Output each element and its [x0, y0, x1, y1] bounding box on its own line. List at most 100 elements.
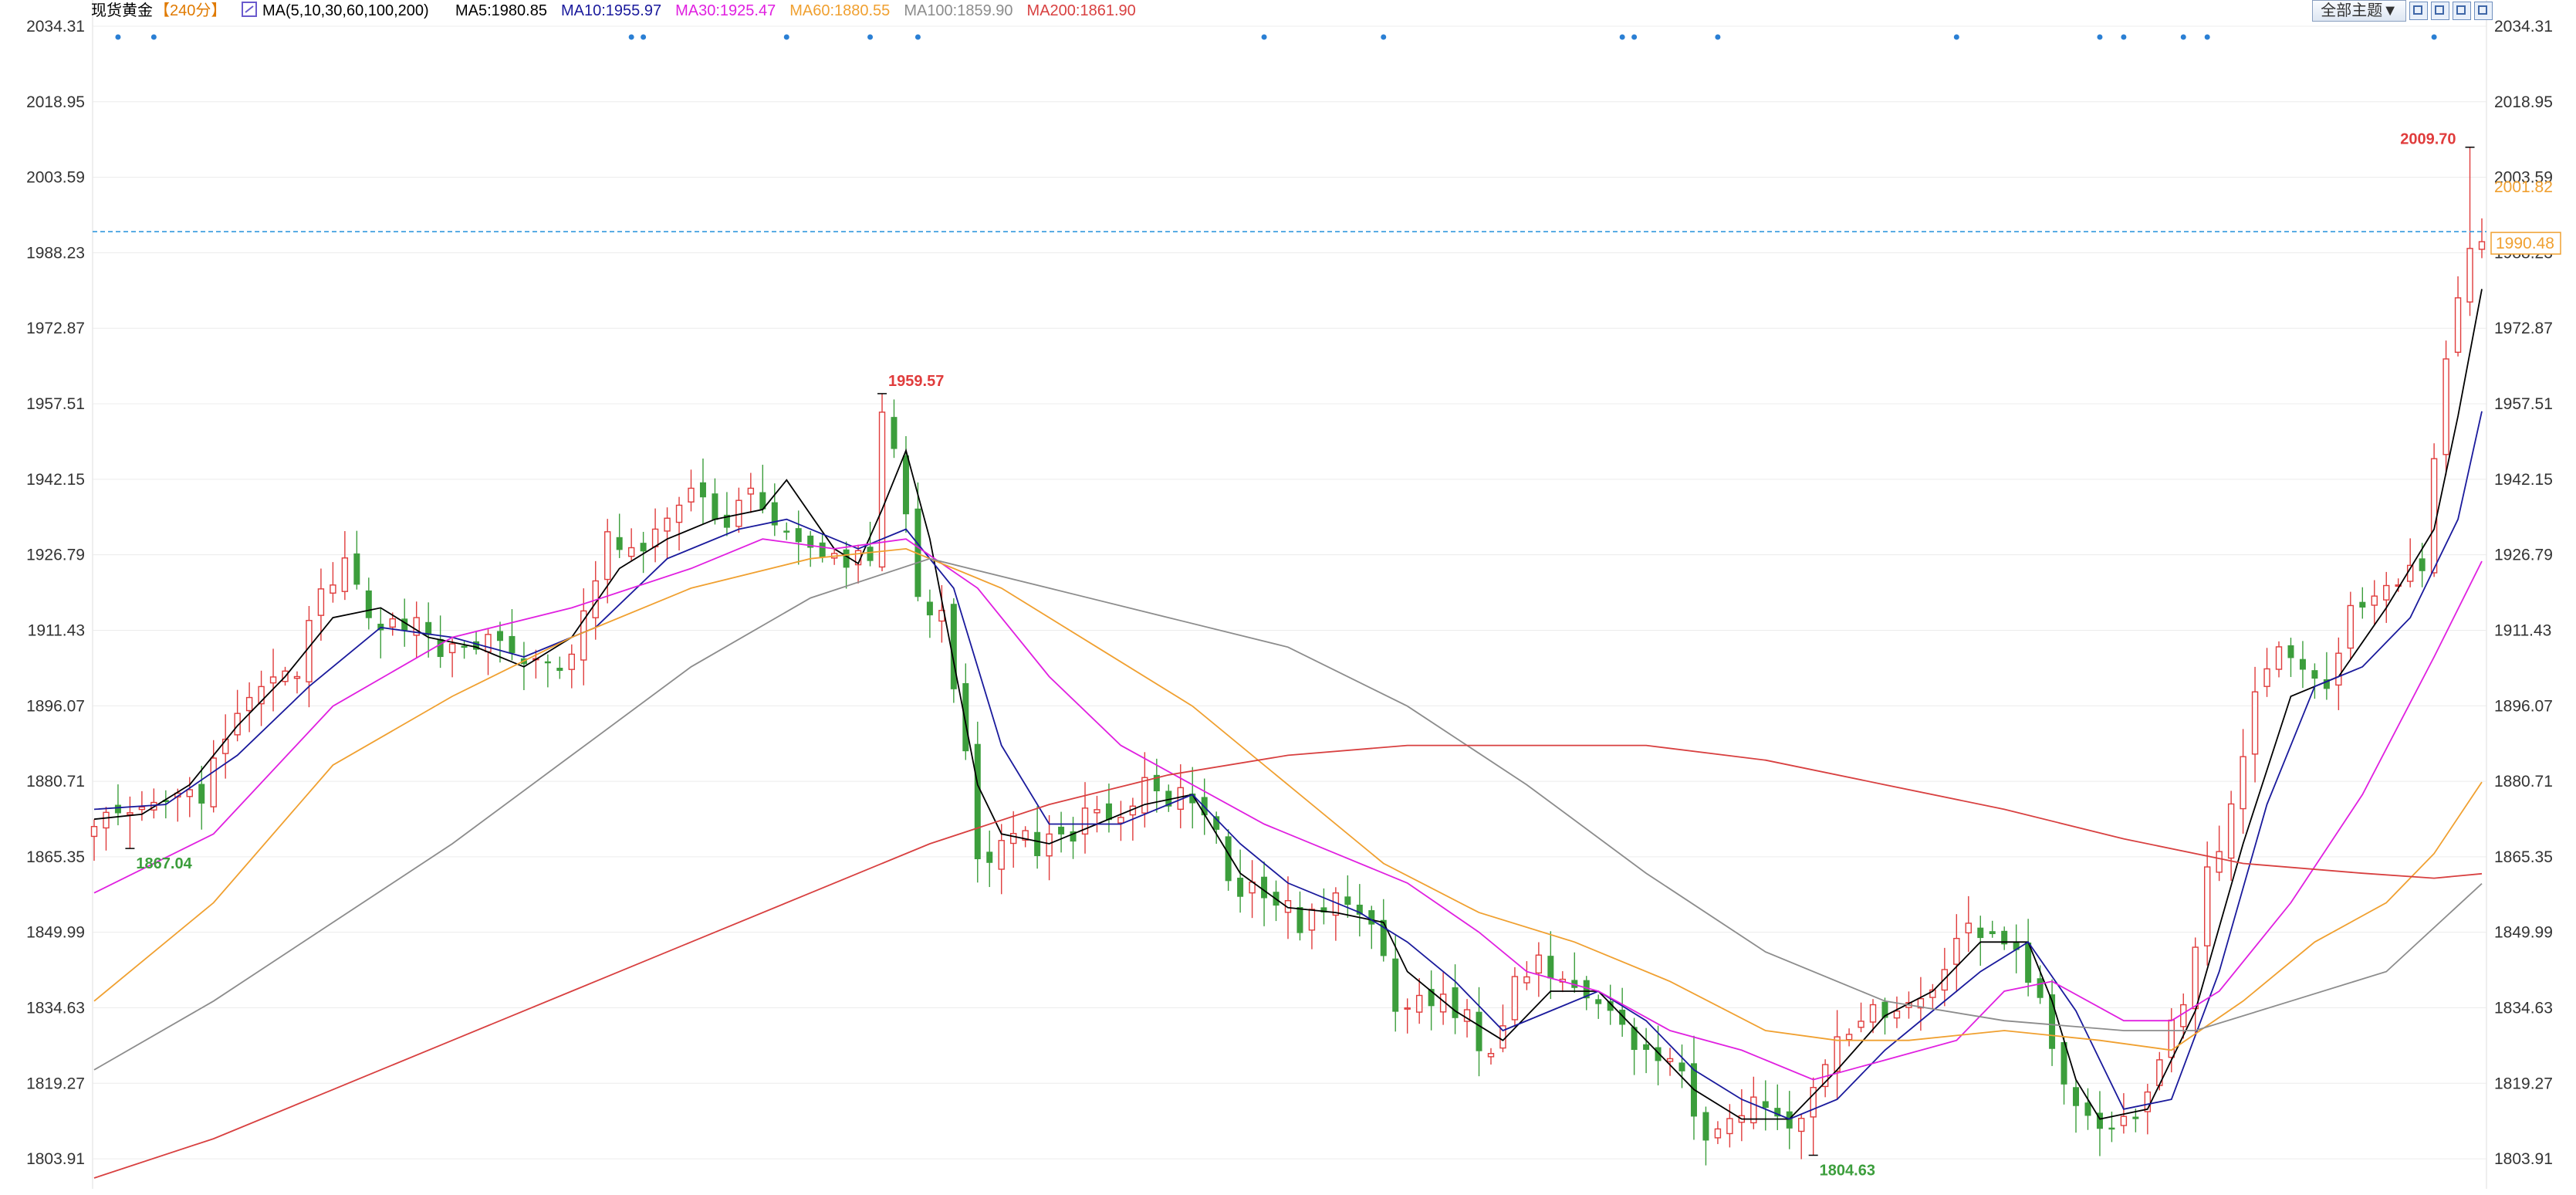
candle[interactable] [1034, 806, 1041, 869]
candle[interactable] [2263, 648, 2270, 697]
candle[interactable] [1356, 884, 1363, 937]
candle[interactable] [712, 478, 718, 525]
candle[interactable] [807, 530, 814, 567]
candle[interactable] [306, 605, 313, 708]
candle[interactable] [269, 648, 277, 712]
candle[interactable] [2073, 1080, 2080, 1133]
candle[interactable] [1965, 895, 1972, 953]
candle[interactable] [1547, 931, 1554, 1000]
event-marker[interactable] [2431, 34, 2437, 40]
candle[interactable] [1834, 1010, 1841, 1099]
event-marker[interactable] [1631, 34, 1638, 40]
candle[interactable] [221, 714, 229, 779]
candle[interactable] [640, 531, 647, 574]
candle[interactable] [1738, 1088, 1746, 1142]
candle[interactable] [2406, 538, 2414, 587]
candle[interactable] [1821, 1059, 1829, 1098]
candle[interactable] [1428, 970, 1435, 1031]
candle[interactable] [699, 458, 706, 525]
event-marker[interactable] [1715, 34, 1721, 40]
candle[interactable] [1666, 1048, 1674, 1076]
candle[interactable] [1320, 888, 1327, 925]
candle[interactable] [568, 644, 575, 689]
candle[interactable] [2227, 790, 2235, 882]
candle[interactable] [2371, 580, 2378, 626]
candle[interactable] [1022, 826, 1029, 848]
candle[interactable] [1225, 829, 1232, 891]
candle[interactable] [150, 788, 157, 819]
candle[interactable] [509, 609, 516, 661]
candle[interactable] [2216, 825, 2223, 882]
candle[interactable] [1261, 862, 1268, 926]
event-marker[interactable] [1619, 34, 1625, 40]
event-marker[interactable] [641, 34, 647, 40]
candle[interactable] [330, 562, 336, 603]
candle[interactable] [627, 528, 635, 561]
event-marker[interactable] [1261, 34, 1267, 40]
candle[interactable] [735, 487, 742, 533]
candle[interactable] [1368, 906, 1375, 950]
candle[interactable] [1858, 1002, 1864, 1033]
candle[interactable] [258, 670, 265, 726]
candle[interactable] [1798, 1114, 1805, 1159]
candle[interactable] [675, 496, 683, 551]
candle[interactable] [1619, 987, 1626, 1038]
candle[interactable] [1009, 811, 1017, 868]
candle[interactable] [2395, 578, 2402, 592]
candle[interactable] [1249, 860, 1256, 919]
candle[interactable] [1058, 811, 1065, 853]
candle[interactable] [2049, 979, 2056, 1066]
candle[interactable] [1141, 752, 1148, 828]
candle[interactable] [1953, 914, 1960, 993]
play-icon[interactable] [2453, 2, 2471, 20]
candle[interactable] [341, 531, 349, 601]
candle[interactable] [1762, 1080, 1769, 1131]
candle[interactable] [2430, 443, 2438, 577]
candle[interactable] [2084, 1088, 2091, 1130]
candle[interactable] [998, 824, 1005, 895]
candle[interactable] [198, 766, 205, 830]
candle[interactable] [1643, 1027, 1650, 1074]
candle[interactable] [2454, 276, 2462, 357]
event-marker[interactable] [2204, 34, 2210, 40]
candle[interactable] [1439, 972, 1447, 1025]
candle[interactable] [2311, 663, 2318, 699]
candle[interactable] [556, 656, 563, 679]
candle[interactable] [2132, 1109, 2139, 1132]
candle[interactable] [210, 740, 217, 813]
candle[interactable] [843, 541, 850, 589]
theme-dropdown[interactable]: 全部主题▼ [2312, 0, 2406, 22]
candle[interactable] [1774, 1084, 1781, 1130]
zoom-out-icon[interactable] [2431, 2, 2449, 20]
candle[interactable] [962, 663, 969, 760]
candle[interactable] [747, 472, 755, 513]
candle[interactable] [2359, 587, 2366, 619]
candle[interactable] [103, 807, 110, 851]
candle[interactable] [2383, 571, 2390, 623]
candle[interactable] [1702, 1106, 1709, 1166]
candle[interactable] [2347, 591, 2355, 660]
candle[interactable] [2251, 666, 2259, 783]
event-marker[interactable] [914, 34, 921, 40]
event-marker[interactable] [115, 34, 121, 40]
candle[interactable] [2299, 641, 2306, 689]
candle[interactable] [2419, 543, 2426, 587]
candle[interactable] [1332, 887, 1340, 941]
candle[interactable] [1117, 801, 1124, 841]
candle[interactable] [783, 522, 790, 540]
candle[interactable] [1165, 784, 1172, 812]
candle[interactable] [1380, 899, 1387, 962]
event-marker[interactable] [2121, 34, 2127, 40]
candle[interactable] [1929, 983, 1936, 1009]
zoom-in-icon[interactable] [2409, 2, 2428, 20]
candle[interactable] [2335, 637, 2342, 710]
candle[interactable] [2240, 729, 2246, 834]
candle[interactable] [1810, 1077, 1817, 1156]
candle[interactable] [377, 608, 384, 658]
candle[interactable] [1523, 961, 1530, 990]
event-marker[interactable] [867, 34, 874, 40]
event-marker[interactable] [150, 34, 157, 40]
event-marker[interactable] [1381, 34, 1387, 40]
candle[interactable] [1296, 891, 1303, 941]
candle[interactable] [1655, 1025, 1662, 1085]
